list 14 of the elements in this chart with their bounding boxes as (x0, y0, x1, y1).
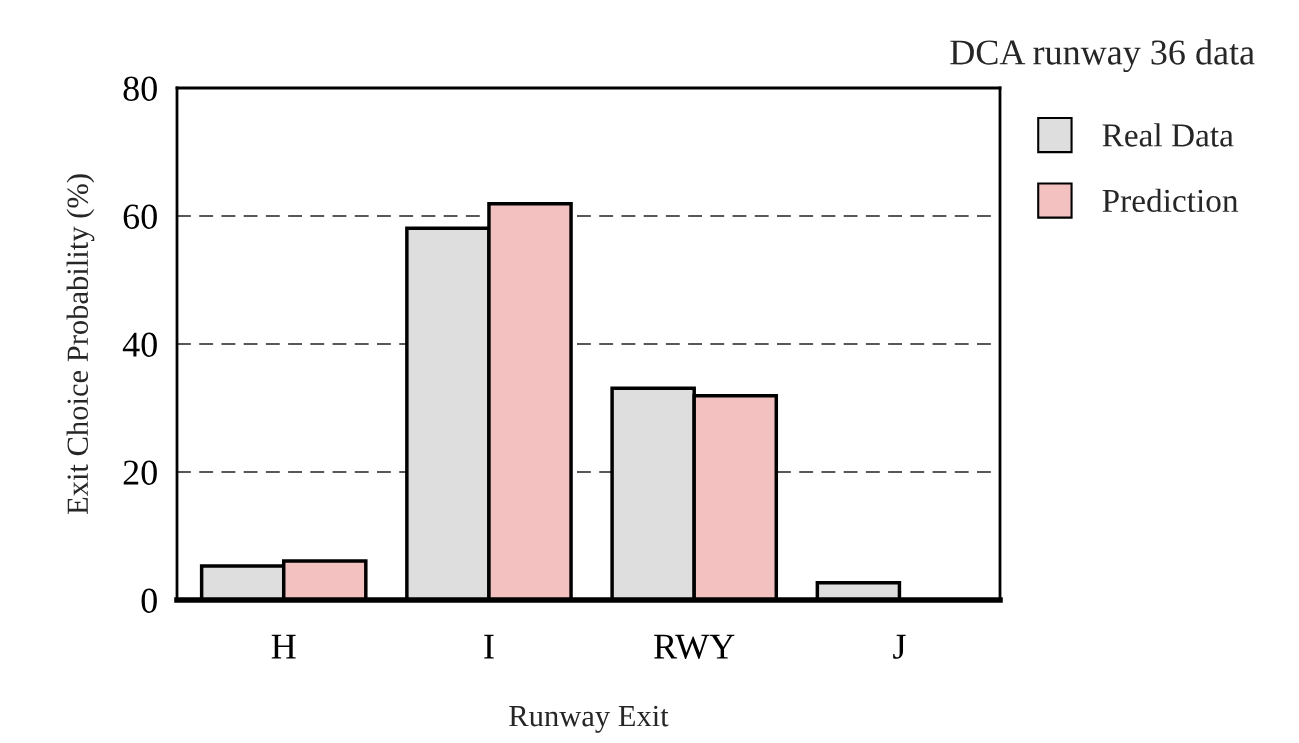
y-tick-label: 40 (122, 332, 157, 357)
x-axis-title: Runway Exit (509, 705, 669, 733)
text: DCA runway 36 data (950, 39, 1255, 73)
legend-label: Real Data (1102, 123, 1234, 147)
x-tick-label: RWY (654, 634, 735, 659)
y-tick-label: 0 (141, 588, 157, 613)
x-tick-label: I (484, 634, 494, 659)
y-tick-label: 20 (123, 460, 157, 485)
x-tick-label: H (271, 634, 296, 659)
legend-label: Prediction (1102, 188, 1239, 213)
y-axis-title: Exit Choice Probability (%) (66, 174, 95, 515)
y-tick-label: 60 (123, 204, 157, 229)
x-tick-label: J (893, 634, 906, 659)
y-tick-label: 80 (123, 76, 157, 101)
